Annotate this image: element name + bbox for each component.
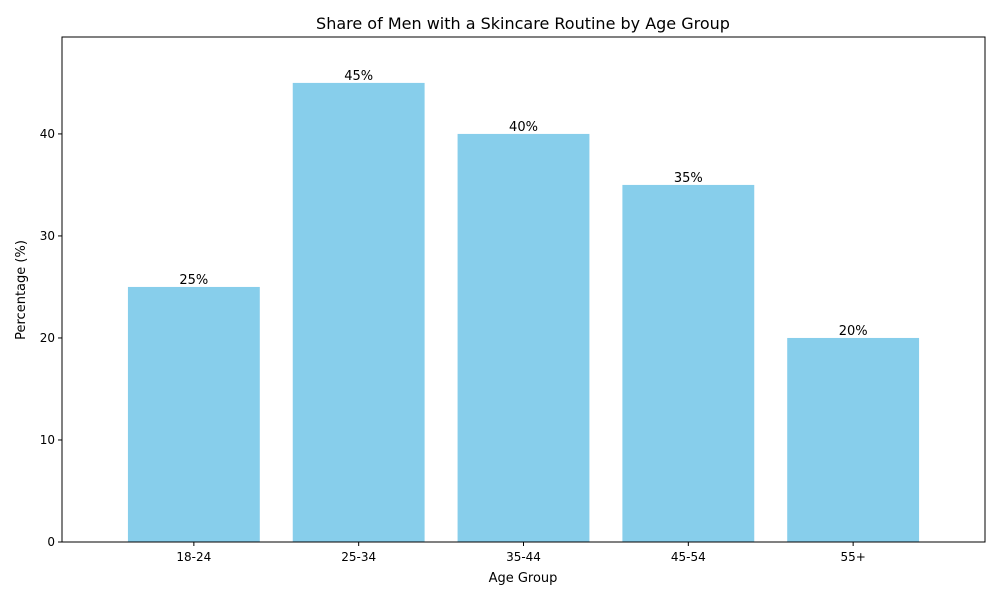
data-label-18-24: 25% — [179, 273, 208, 288]
y-tick-label-40: 40 — [40, 127, 55, 141]
y-tick-label-10: 10 — [40, 433, 55, 447]
data-label-35-44: 40% — [509, 120, 538, 135]
x-tick-label-35-44: 35-44 — [506, 550, 541, 564]
data-labels-group: 25% 45% 40% 35% 20% — [179, 69, 867, 339]
x-tick-label-45-54: 45-54 — [671, 550, 706, 564]
x-tick-label-55+: 55+ — [840, 550, 865, 564]
x-tick-label-25-34: 25-34 — [341, 550, 376, 564]
data-label-55+: 20% — [839, 324, 868, 339]
bar-55+ — [787, 337, 920, 542]
data-label-25-34: 45% — [344, 69, 373, 84]
bars-group — [127, 82, 920, 542]
y-tick-label-20: 20 — [40, 331, 55, 345]
y-tick-label-30: 30 — [40, 229, 55, 243]
data-label-45-54: 35% — [674, 171, 703, 186]
bar-25-34 — [292, 82, 425, 542]
chart-title: Share of Men with a Skincare Routine by … — [316, 14, 730, 33]
y-tick-label-0: 0 — [47, 535, 55, 549]
x-axis-label: Age Group — [489, 571, 558, 586]
x-tick-label-18-24: 18-24 — [176, 550, 211, 564]
x-axis-ticks: 18-24 25-34 35-44 45-54 55+ — [176, 542, 866, 564]
bar-45-54 — [622, 184, 755, 542]
plot-frame — [61, 36, 986, 543]
y-axis-ticks: 0 10 20 30 40 — [40, 127, 62, 549]
y-axis-label: Percentage (%) — [14, 240, 29, 340]
bar-18-24 — [127, 286, 260, 542]
bar-35-44 — [457, 133, 590, 542]
